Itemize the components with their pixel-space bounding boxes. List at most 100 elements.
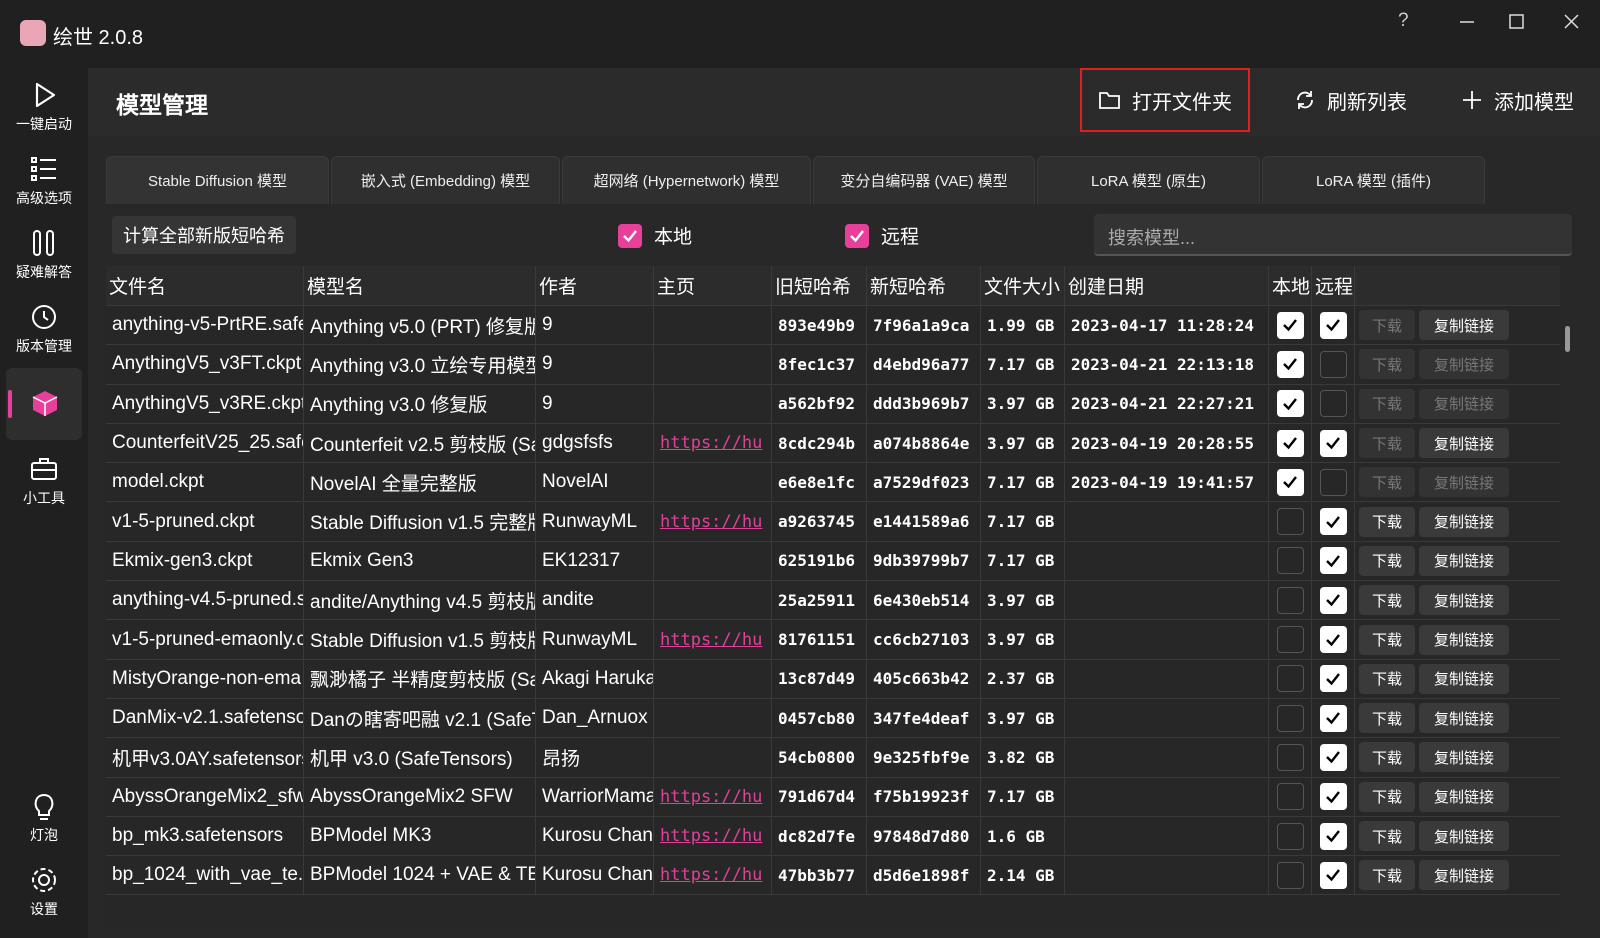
- copy-link-button[interactable]: 复制链接: [1419, 821, 1509, 852]
- tab[interactable]: 嵌入式 (Embedding) 模型: [331, 156, 560, 204]
- cell-actions: 下载 复制链接: [1355, 345, 1555, 383]
- row-checkbox: [1276, 586, 1304, 614]
- row-checkbox: [1276, 429, 1304, 457]
- cell-old: 8cdc294b: [772, 423, 867, 463]
- cell-home: [654, 463, 772, 502]
- copy-link-button[interactable]: 复制链接: [1419, 310, 1509, 341]
- download-button[interactable]: 下载: [1359, 310, 1415, 341]
- cell-old: 25a25911: [772, 581, 867, 620]
- cell-size: 7.17 GB: [981, 502, 1065, 541]
- tab[interactable]: Stable Diffusion 模型: [106, 156, 329, 204]
- cell-file: CounterfeitV25_25.safe: [106, 423, 304, 463]
- copy-link-button[interactable]: 复制链接: [1419, 742, 1509, 773]
- tab[interactable]: 变分自编码器 (VAE) 模型: [813, 156, 1035, 204]
- copy-link-button[interactable]: 复制链接: [1419, 781, 1509, 812]
- cell-local: [1269, 306, 1312, 345]
- tab[interactable]: 超网络 (Hypernetwork) 模型: [562, 156, 811, 204]
- hash-button[interactable]: 计算全部新版短哈希: [112, 216, 296, 254]
- cell-text: MistyOrange-non-ema: [112, 667, 302, 689]
- nav-item[interactable]: 高级选项: [6, 148, 82, 218]
- cell-local: [1269, 345, 1312, 384]
- nav-item[interactable]: 版本管理: [6, 296, 82, 366]
- download-button[interactable]: 下载: [1359, 428, 1415, 459]
- download-button[interactable]: 下载: [1359, 742, 1415, 773]
- cell-local: [1269, 620, 1312, 659]
- refresh-button[interactable]: 刷新列表: [1293, 68, 1407, 132]
- button-label: 刷新列表: [1327, 91, 1407, 114]
- download-button[interactable]: 下载: [1359, 624, 1415, 655]
- table-row: DanMix-v2.1.safetensor Danの瞎寄吧融 v2.1 (Saf…: [106, 699, 1560, 739]
- download-button[interactable]: 下载: [1359, 821, 1415, 852]
- nav-item[interactable]: 小工具: [6, 448, 82, 518]
- cell-remote: [1312, 699, 1355, 738]
- download-button[interactable]: 下载: [1359, 860, 1415, 891]
- homepage-link[interactable]: https://hu: [660, 433, 763, 454]
- homepage-link[interactable]: https://hu: [660, 865, 763, 886]
- cell-text: EK12317: [542, 549, 621, 571]
- copy-link-button[interactable]: 复制链接: [1419, 624, 1509, 655]
- help-button[interactable]: ?: [1398, 10, 1409, 31]
- download-button[interactable]: 下载: [1359, 467, 1415, 498]
- search-input[interactable]: 搜索模型...: [1094, 214, 1572, 256]
- nav-item[interactable]: 一键启动: [6, 74, 82, 144]
- homepage-link[interactable]: https://hu: [660, 826, 763, 847]
- copy-link-button[interactable]: 复制链接: [1419, 388, 1509, 419]
- cell-text: 9e325fbf9e: [873, 747, 970, 767]
- checkbox[interactable]: [618, 223, 642, 248]
- cell-author: RunwayML: [536, 620, 654, 659]
- scrollbar-thumb[interactable]: [1565, 326, 1570, 352]
- download-button[interactable]: 下载: [1359, 388, 1415, 419]
- cell-local: [1269, 816, 1312, 856]
- cell-text: 9: [542, 392, 553, 414]
- nav-item[interactable]: 设置: [6, 859, 82, 929]
- cell-file: DanMix-v2.1.safetensor: [106, 699, 304, 738]
- cell-size: 3.97 GB: [981, 699, 1065, 738]
- homepage-link[interactable]: https://hu: [660, 786, 763, 807]
- copy-link-button[interactable]: 复制链接: [1419, 545, 1509, 576]
- cell-size: 2.37 GB: [981, 659, 1065, 698]
- cell-text: BPModel MK3: [310, 825, 432, 847]
- checkbox-label: 本地: [654, 227, 693, 248]
- filter-checkbox[interactable]: 远程: [845, 222, 919, 249]
- checkbox-label: 远程: [881, 227, 920, 248]
- cell-text: Anything v5.0 (PRT) 修复版: [310, 316, 536, 338]
- download-button[interactable]: 下载: [1359, 506, 1415, 537]
- cell-home: [654, 345, 772, 384]
- download-button[interactable]: 下载: [1359, 585, 1415, 616]
- download-button[interactable]: 下载: [1359, 545, 1415, 576]
- copy-link-button[interactable]: 复制链接: [1419, 349, 1509, 380]
- row-checkbox: [1319, 547, 1347, 575]
- nav-item-selected[interactable]: [6, 368, 82, 440]
- checkbox[interactable]: [845, 223, 869, 248]
- nav-label: 一键启动: [16, 116, 72, 132]
- copy-link-button[interactable]: 复制链接: [1419, 663, 1509, 694]
- tab[interactable]: LoRA 模型 (原生): [1037, 156, 1260, 204]
- tab[interactable]: LoRA 模型 (插件): [1262, 156, 1485, 204]
- button-label: 打开文件夹: [1132, 91, 1232, 114]
- cell-date: [1065, 541, 1269, 581]
- homepage-link[interactable]: https://hu: [660, 629, 763, 650]
- copy-link-button[interactable]: 复制链接: [1419, 703, 1509, 734]
- download-button[interactable]: 下载: [1359, 703, 1415, 734]
- close[interactable]: [1564, 14, 1579, 29]
- download-button[interactable]: 下载: [1359, 349, 1415, 380]
- download-button[interactable]: 下载: [1359, 781, 1415, 812]
- cell-text: anything-v5-PrtRE.safe: [112, 314, 304, 336]
- copy-link-button[interactable]: 复制链接: [1419, 506, 1509, 537]
- open-folder-button[interactable]: 打开文件夹: [1080, 68, 1250, 132]
- copy-link-button[interactable]: 复制链接: [1419, 860, 1509, 891]
- cell-old: a9263745: [772, 502, 867, 541]
- copy-link-button[interactable]: 复制链接: [1419, 428, 1509, 459]
- maximize[interactable]: [1509, 14, 1524, 29]
- nav-item[interactable]: 灯泡: [6, 785, 82, 855]
- add-model-button[interactable]: 添加模型: [1460, 68, 1574, 132]
- copy-link-button[interactable]: 复制链接: [1419, 585, 1509, 616]
- download-button[interactable]: 下载: [1359, 663, 1415, 694]
- row-checkbox: [1319, 429, 1347, 457]
- cell-old: 791d67d4: [772, 777, 867, 816]
- homepage-link[interactable]: https://hu: [660, 511, 763, 532]
- cell-new: ddd3b969b7: [867, 384, 981, 423]
- copy-link-button[interactable]: 复制链接: [1419, 467, 1509, 498]
- nav-item[interactable]: 疑难解答: [6, 222, 82, 292]
- filter-checkbox[interactable]: 本地: [618, 222, 692, 249]
